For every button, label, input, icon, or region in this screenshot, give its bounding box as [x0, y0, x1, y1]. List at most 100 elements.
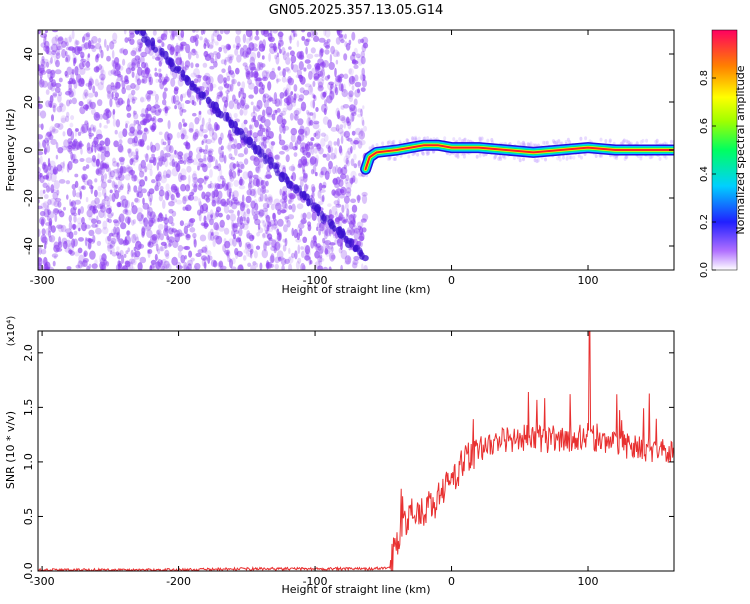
noise-speck	[134, 75, 138, 83]
noise-speck	[351, 85, 355, 91]
noise-speck	[310, 240, 315, 249]
noise-speck	[207, 148, 214, 153]
noise-speck	[49, 46, 53, 51]
noise-speck	[331, 245, 334, 253]
noise-speck	[253, 72, 259, 78]
noise-speck	[287, 94, 294, 104]
noise-speck	[286, 52, 290, 57]
noise-speck	[187, 263, 192, 270]
noise-speck	[249, 129, 253, 136]
noise-speck	[211, 38, 216, 44]
noise-speck	[291, 203, 296, 213]
noise-speck	[165, 183, 170, 191]
noise-speck	[249, 124, 252, 130]
noise-speck	[265, 134, 270, 144]
signal-halo-speck	[411, 136, 415, 141]
noise-speck	[327, 203, 332, 208]
signal-halo-speck	[456, 153, 460, 158]
noise-speck	[80, 206, 84, 214]
noise-speck	[181, 153, 188, 161]
noise-speck	[39, 155, 43, 165]
noise-speck	[228, 169, 233, 177]
noise-speck	[78, 100, 84, 107]
noise-speck	[345, 187, 352, 194]
noise-speck	[303, 244, 309, 253]
noise-speck	[218, 212, 223, 218]
noise-speck	[174, 233, 180, 243]
noise-speck	[162, 99, 167, 106]
noise-speck	[346, 159, 350, 167]
noise-speck	[243, 119, 248, 125]
noise-speck	[254, 210, 261, 215]
noise-speck	[111, 251, 118, 257]
noise-speck	[345, 157, 349, 165]
noise-speck	[51, 79, 56, 88]
noise-speck	[236, 102, 241, 110]
noise-speck	[280, 165, 287, 170]
noise-speck	[124, 260, 131, 268]
noise-speck	[125, 250, 129, 255]
noise-speck	[199, 146, 203, 154]
noise-speck	[91, 223, 98, 228]
signal-halo-speck	[425, 152, 429, 156]
noise-speck	[344, 255, 352, 265]
noise-speck	[360, 50, 365, 59]
noise-speck	[171, 210, 177, 217]
noise-speck	[268, 97, 274, 102]
noise-speck	[45, 174, 50, 181]
noise-speck	[91, 140, 99, 148]
noise-speck	[207, 155, 214, 163]
noise-speck	[277, 209, 282, 216]
noise-speck	[166, 191, 170, 201]
noise-speck	[77, 131, 82, 136]
noise-speck	[162, 170, 168, 179]
noise-speck	[188, 122, 194, 132]
noise-speck	[97, 37, 102, 44]
noise-speck	[220, 198, 227, 207]
noise-speck	[46, 215, 50, 221]
noise-speck	[87, 53, 91, 58]
noise-speck	[245, 241, 251, 248]
noise-speck	[195, 252, 202, 257]
noise-speck	[211, 199, 217, 207]
noise-speck	[122, 266, 126, 270]
noise-speck	[233, 98, 238, 104]
noise-speck	[117, 179, 123, 189]
noise-speck	[339, 174, 344, 182]
signal-halo-speck	[478, 153, 482, 158]
diagonal-track-speck	[292, 184, 300, 194]
noise-speck	[109, 98, 113, 108]
noise-speck	[74, 39, 78, 48]
noise-speck	[243, 147, 249, 155]
noise-speck	[119, 185, 124, 191]
noise-speck	[184, 60, 191, 68]
noise-speck	[200, 163, 207, 168]
noise-speck	[348, 177, 355, 184]
noise-speck	[154, 67, 157, 72]
noise-speck	[359, 226, 364, 236]
noise-speck	[304, 245, 311, 255]
noise-speck	[120, 74, 124, 83]
noise-speck	[95, 169, 103, 176]
noise-speck	[346, 229, 353, 236]
noise-speck	[235, 237, 241, 243]
noise-speck	[235, 30, 242, 35]
noise-speck	[128, 185, 132, 193]
signal-halo-speck	[535, 159, 539, 164]
noise-speck	[270, 253, 275, 263]
noise-speck	[127, 137, 134, 145]
noise-speck	[187, 259, 193, 266]
signal-halo-speck	[498, 154, 502, 159]
noise-speck	[52, 260, 56, 267]
noise-speck	[331, 205, 338, 216]
noise-speck	[226, 144, 233, 150]
noise-speck	[146, 90, 154, 95]
noise-speck	[260, 180, 267, 189]
noise-speck	[50, 172, 57, 183]
noise-speck	[75, 128, 79, 132]
noise-speck	[74, 66, 79, 76]
noise-speck	[87, 238, 93, 243]
diagonal-track-speck	[268, 161, 273, 170]
noise-speck	[81, 44, 86, 49]
noise-speck	[133, 110, 137, 115]
